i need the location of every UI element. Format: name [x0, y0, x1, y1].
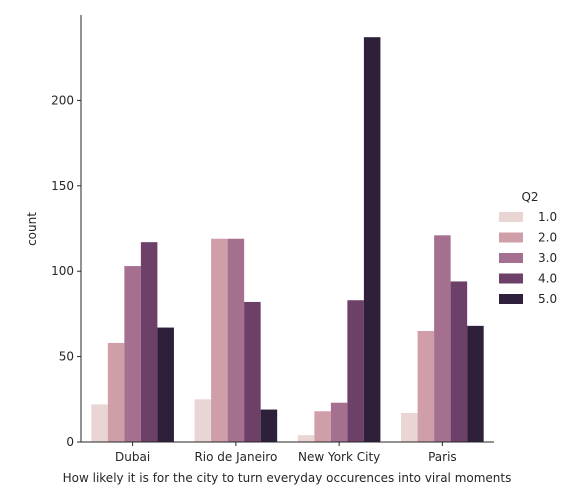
legend-label: 2.0 — [538, 231, 557, 245]
bar-paris-q2-4-0 — [450, 281, 468, 442]
legend-swatch — [499, 232, 523, 243]
bar-rio-de-janeiro-q2-1-0 — [194, 399, 212, 442]
legend: Q2 1.0 2.0 3.0 4.0 5.0 — [499, 190, 557, 306]
y-tick-label: 50 — [59, 350, 74, 364]
y-tick-label: 0 — [66, 435, 74, 449]
bar-paris-q2-3-0 — [434, 235, 451, 442]
x-tick-label: Paris — [428, 450, 457, 464]
legend-swatch — [499, 273, 523, 284]
bar-paris-q2-1-0 — [401, 412, 418, 442]
bar-new-york-city-q2-3-0 — [330, 402, 348, 442]
bar-new-york-city-q2-2-0 — [314, 411, 331, 442]
y-tick-label: 100 — [51, 264, 74, 278]
y-axis: 0 50 100 150 200 — [51, 15, 82, 449]
y-tick-label: 150 — [51, 179, 74, 193]
legend-swatch — [499, 294, 523, 304]
bar-new-york-city-q2-4-0 — [347, 300, 364, 442]
y-tick-label: 200 — [51, 93, 74, 107]
bar-new-york-city-q2-1-0 — [297, 435, 315, 442]
bar-rio-de-janeiro-q2-5-0 — [260, 409, 278, 442]
x-tick-label: Rio de Janeiro — [194, 450, 277, 464]
bar-dubai-q2-1-0 — [91, 404, 108, 442]
bar-dubai-q2-3-0 — [124, 266, 141, 442]
bar-rio-de-janeiro-q2-3-0 — [227, 238, 245, 442]
x-tick-label: Dubai — [115, 450, 150, 464]
bars-group — [91, 37, 484, 442]
bar-dubai-q2-2-0 — [107, 342, 125, 442]
legend-title: Q2 — [521, 190, 538, 204]
y-axis-label: count — [25, 212, 39, 246]
bar-rio-de-janeiro-q2-4-0 — [244, 301, 261, 442]
bar-paris-q2-5-0 — [467, 325, 484, 442]
legend-swatch — [499, 212, 523, 222]
x-axis-label: How likely it is for the city to turn ev… — [63, 471, 512, 485]
bar-rio-de-janeiro-q2-2-0 — [211, 238, 228, 442]
x-tick-label: New York City — [298, 450, 380, 464]
legend-label: 4.0 — [538, 272, 557, 286]
x-axis: Dubai Rio de Janeiro New York City Paris — [81, 441, 494, 464]
legend-label: 1.0 — [538, 210, 557, 224]
bar-dubai-q2-5-0 — [157, 327, 174, 442]
legend-label: 3.0 — [538, 251, 557, 265]
bar-dubai-q2-4-0 — [140, 242, 158, 442]
bar-paris-q2-2-0 — [417, 330, 435, 442]
legend-swatch — [499, 253, 523, 263]
bar-new-york-city-q2-5-0 — [363, 37, 381, 442]
legend-label: 5.0 — [538, 292, 557, 306]
